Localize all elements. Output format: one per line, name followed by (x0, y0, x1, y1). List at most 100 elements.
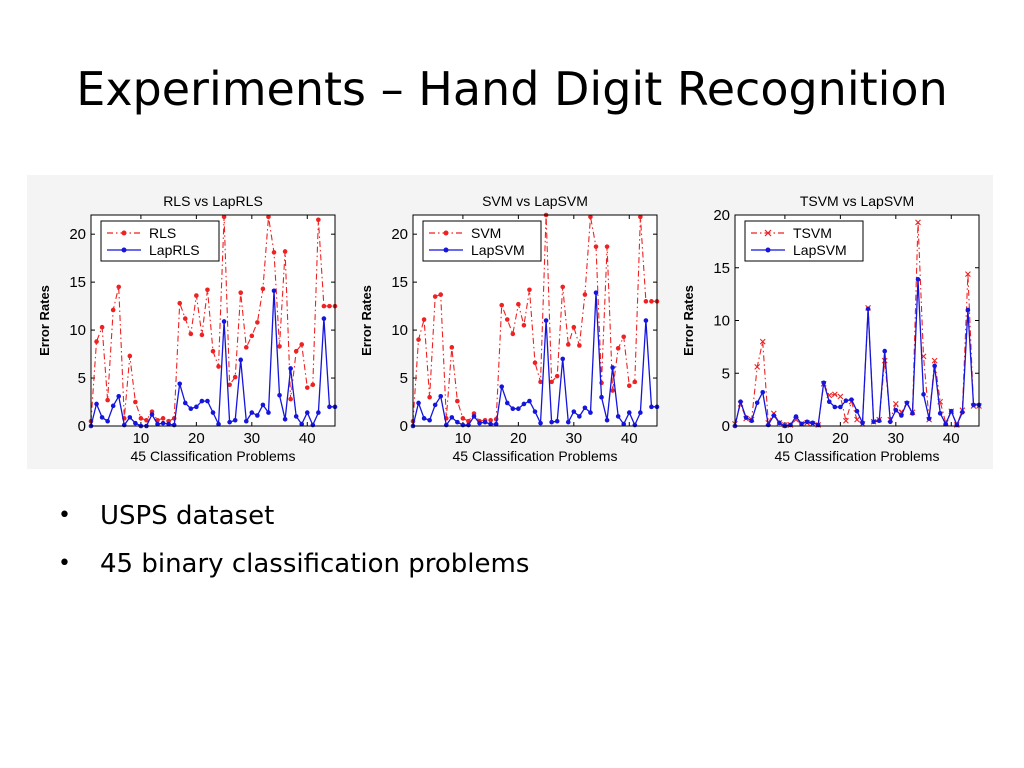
data-point-svm (604, 244, 610, 249)
data-point-laprls (221, 319, 227, 324)
data-point-lapsvm (743, 415, 749, 420)
data-point-lapsvm (960, 409, 965, 415)
data-point-rls (321, 303, 327, 309)
data-point-laprls (121, 422, 127, 428)
data-point-rls (227, 382, 232, 388)
data-point-rls (110, 307, 116, 313)
data-point-lapsvm (510, 406, 516, 412)
data-point-rls (221, 214, 227, 220)
data-point-rls (194, 293, 199, 298)
data-point-laprls (282, 416, 288, 422)
data-point-lapsvm (910, 411, 915, 416)
bullet-text: USPS dataset (100, 501, 275, 531)
data-point-laprls (255, 413, 260, 418)
data-point-svm (488, 417, 493, 423)
data-point-rls (293, 348, 299, 354)
data-point-lapsvm (838, 404, 843, 410)
y-axis-label: Error Rates (681, 285, 696, 356)
data-point-lapsvm (921, 392, 926, 397)
y-axis-label: Error Rates (359, 285, 374, 356)
data-point-rls (144, 417, 149, 423)
data-point-lapsvm (538, 420, 543, 426)
data-point-svm (538, 379, 543, 385)
data-point-tsvm (831, 391, 838, 398)
data-point-lapsvm (937, 411, 943, 416)
data-point-lapsvm (965, 307, 971, 313)
legend-label: SVM (471, 225, 501, 241)
legend-box (422, 220, 542, 262)
data-point-svm (577, 343, 582, 348)
data-point-lapsvm (893, 407, 899, 413)
data-point-svm (626, 383, 632, 389)
data-point-svm (432, 294, 438, 299)
data-point-rls (249, 333, 255, 339)
x-tick-label: 30 (565, 430, 582, 447)
data-point-tsvm (854, 416, 860, 423)
data-point-rls (133, 399, 138, 405)
data-point-lapsvm (871, 419, 876, 425)
data-point-lapsvm (815, 422, 821, 428)
data-point-svm (621, 334, 627, 340)
figure-strip: RLS vs LapRLS 0 5 10 15 20 10 20 30 40 45 Classifi… (27, 175, 993, 469)
data-point-laprls (105, 418, 110, 424)
data-point-svm (438, 292, 444, 297)
data-point-tsvm (843, 417, 849, 424)
data-point-laprls (266, 410, 271, 415)
x-tick-label: 40 (943, 430, 960, 447)
bullet-item: • USPS dataset (58, 492, 529, 540)
x-marker-stroke (881, 357, 888, 364)
data-point-lapsvm (482, 419, 488, 425)
data-point-laprls (110, 403, 116, 409)
data-point-laprls (216, 421, 221, 427)
data-point-lapsvm (810, 420, 815, 426)
data-point-svm (643, 299, 649, 304)
data-point-tsvm (965, 271, 971, 277)
data-point-svm (588, 214, 593, 220)
data-point-laprls (155, 421, 160, 427)
data-point-laprls (177, 381, 183, 387)
data-point-rls (271, 250, 277, 255)
x-tick-label: 30 (887, 430, 904, 447)
data-point-lapsvm (860, 420, 865, 426)
data-point-tsvm (892, 400, 899, 407)
data-point-lapsvm (649, 404, 654, 410)
y-tick-label: 15 (713, 260, 730, 277)
y-tick-label: 0 (400, 418, 408, 435)
data-point-lapsvm (943, 421, 949, 427)
data-point-lapsvm (865, 306, 871, 312)
data-point-lapsvm (421, 416, 427, 421)
data-point-rls (177, 300, 183, 306)
chart-title: TSVM vs LapSVM (800, 193, 914, 209)
data-point-svm (499, 302, 505, 308)
legend-label: LapSVM (471, 242, 525, 258)
data-point-laprls (271, 288, 277, 294)
data-point-lapsvm (932, 363, 937, 369)
data-point-laprls (299, 421, 305, 427)
data-point-laprls (205, 398, 210, 404)
bullet-list: • USPS dataset • 45 binary classificatio… (58, 492, 529, 588)
data-point-laprls (288, 366, 293, 371)
data-point-tsvm (754, 364, 761, 370)
data-point-laprls (293, 414, 299, 419)
x-tick-label: 30 (243, 430, 260, 447)
data-point-lapsvm (926, 416, 932, 421)
data-point-lapsvm (416, 400, 421, 406)
data-point-lapsvm (571, 409, 577, 414)
data-point-laprls (116, 393, 122, 399)
data-point-lapsvm (565, 419, 571, 425)
data-point-laprls (327, 404, 332, 410)
data-point-laprls (249, 410, 255, 415)
x-axis-label: 45 Classification Problems (131, 448, 296, 464)
data-point-laprls (160, 420, 166, 426)
x-tick-label: 40 (299, 430, 316, 447)
data-point-rls (327, 303, 332, 309)
x-marker-stroke (915, 219, 921, 226)
data-point-lapsvm (832, 404, 838, 410)
chart-title: RLS vs LapRLS (163, 193, 263, 209)
x-marker-stroke (759, 338, 766, 345)
data-point-lapsvm (504, 400, 510, 406)
data-point-svm (565, 342, 571, 347)
x-tick-label: 10 (455, 430, 472, 447)
y-tick-label: 10 (713, 313, 730, 330)
x-marker-stroke (931, 357, 938, 364)
